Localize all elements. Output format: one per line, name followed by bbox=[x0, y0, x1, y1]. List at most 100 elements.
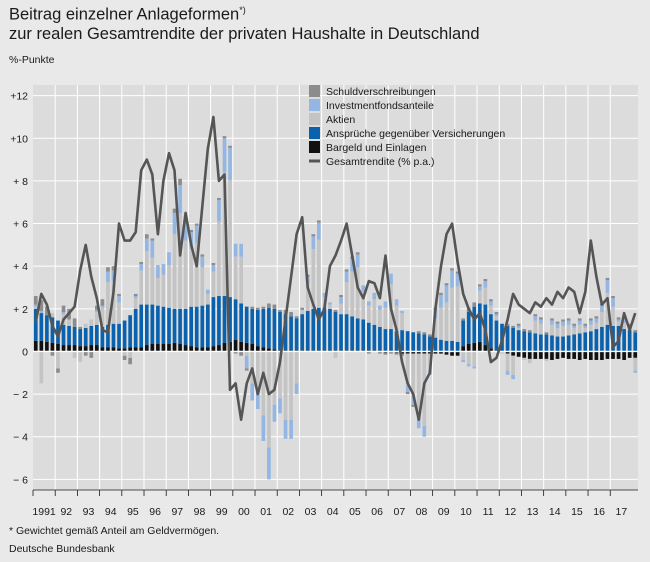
bar-segment bbox=[161, 274, 166, 307]
bar-segment bbox=[588, 324, 593, 332]
bar-segment bbox=[106, 347, 110, 352]
bar-segment bbox=[533, 333, 538, 352]
bar-segment bbox=[394, 299, 399, 306]
x-tick-label: 08 bbox=[416, 506, 428, 518]
bar-segment bbox=[61, 324, 66, 346]
bar-segment bbox=[539, 319, 543, 324]
x-tick-label: 06 bbox=[371, 506, 383, 518]
bar-segment bbox=[217, 200, 221, 222]
x-tick-label: 17 bbox=[616, 506, 628, 518]
bar-segment bbox=[477, 341, 482, 352]
bar-segment bbox=[200, 347, 205, 352]
bar-segment bbox=[416, 353, 421, 418]
bar-segment bbox=[433, 351, 438, 354]
bar-segment bbox=[83, 351, 88, 356]
bar-segment bbox=[455, 286, 460, 342]
bar-segment bbox=[372, 324, 377, 351]
bar-segment bbox=[605, 351, 610, 359]
y-tick-label: + 4 bbox=[13, 261, 28, 273]
x-tick-label: 03 bbox=[305, 506, 317, 518]
bar-segment bbox=[439, 292, 443, 295]
x-tick-label: 95 bbox=[127, 506, 139, 518]
bar-segment bbox=[444, 340, 449, 352]
bar-segment bbox=[94, 324, 99, 346]
x-tick-label: 15 bbox=[571, 506, 583, 518]
bar-segment bbox=[278, 309, 282, 313]
bar-segment bbox=[344, 271, 349, 283]
title-footnote-marker: *) bbox=[239, 5, 246, 15]
x-tick-label: 02 bbox=[282, 506, 294, 518]
bar-segment bbox=[461, 320, 465, 347]
bar-segment bbox=[366, 322, 371, 351]
bar-segment bbox=[477, 303, 482, 342]
bar-segment bbox=[466, 351, 471, 365]
x-tick-label: 1991 bbox=[32, 506, 56, 518]
bar-segment bbox=[489, 314, 493, 349]
x-tick-label: 09 bbox=[438, 506, 450, 518]
bar-segment bbox=[167, 265, 171, 308]
bar-segment bbox=[122, 320, 127, 349]
bar-segment bbox=[56, 351, 60, 369]
bar-segment bbox=[611, 296, 615, 299]
bar-segment bbox=[305, 283, 310, 311]
bar-segment bbox=[550, 324, 554, 336]
bar-segment bbox=[39, 310, 44, 314]
bar-segment bbox=[67, 345, 71, 352]
bar-segment bbox=[117, 302, 121, 324]
bar-segment bbox=[45, 306, 49, 316]
bar-segment bbox=[278, 312, 282, 351]
bar-segment bbox=[505, 370, 510, 375]
bar-segment bbox=[239, 243, 243, 257]
bar-segment bbox=[311, 308, 316, 351]
bar-segment bbox=[56, 320, 60, 344]
bar-segment bbox=[117, 323, 121, 349]
x-tick-label: 92 bbox=[60, 506, 72, 518]
bar-segment bbox=[511, 325, 515, 328]
bar-segment bbox=[150, 257, 155, 305]
bar-segment bbox=[522, 351, 527, 358]
bar-segment bbox=[100, 347, 105, 352]
bar-segment bbox=[633, 370, 638, 373]
bar-segment bbox=[588, 320, 593, 325]
bar-segment bbox=[461, 318, 465, 321]
bar-segment bbox=[56, 368, 60, 373]
bar-segment bbox=[45, 315, 49, 342]
bar-segment bbox=[411, 332, 416, 352]
bar-segment bbox=[588, 351, 593, 360]
x-tick-label: 98 bbox=[194, 506, 206, 518]
bar-segment bbox=[505, 325, 510, 352]
legend-label: Gesamtrendite (% p.a.) bbox=[326, 156, 435, 168]
bar-segment bbox=[222, 138, 227, 173]
bar-segment bbox=[272, 308, 277, 350]
bar-segment bbox=[516, 328, 521, 331]
bar-segment bbox=[272, 304, 277, 309]
bar-segment bbox=[527, 332, 532, 352]
bar-segment bbox=[283, 314, 288, 351]
bar-segment bbox=[239, 351, 243, 356]
bar-segment bbox=[89, 351, 94, 358]
bar-segment bbox=[117, 293, 121, 297]
plot-background bbox=[33, 85, 638, 490]
bar-segment bbox=[605, 280, 610, 293]
y-ticks-layer: +12 +10 + 8 + 6 + 4 + 2 0 − 2 − 4 − 6 bbox=[10, 91, 28, 487]
bar-segment bbox=[250, 308, 255, 344]
bar-segment bbox=[111, 323, 116, 348]
bar-segment bbox=[461, 346, 465, 352]
bar-segment bbox=[83, 323, 88, 328]
bar-segment bbox=[355, 254, 360, 268]
bar-segment bbox=[272, 404, 277, 422]
bar-segment bbox=[200, 256, 205, 268]
bar-segment bbox=[72, 326, 77, 346]
bar-segment bbox=[289, 316, 293, 351]
bar-segment bbox=[178, 178, 182, 186]
legend-swatch bbox=[309, 127, 320, 139]
bar-segment bbox=[255, 389, 260, 409]
bar-segment bbox=[289, 312, 293, 317]
bar-segment bbox=[472, 306, 477, 343]
bar-segment bbox=[611, 298, 615, 307]
bar-segment bbox=[239, 256, 243, 304]
y-tick-label: +12 bbox=[10, 91, 28, 103]
bar-segment bbox=[317, 220, 321, 223]
bar-segment bbox=[194, 306, 199, 348]
bar-segment bbox=[311, 236, 316, 250]
